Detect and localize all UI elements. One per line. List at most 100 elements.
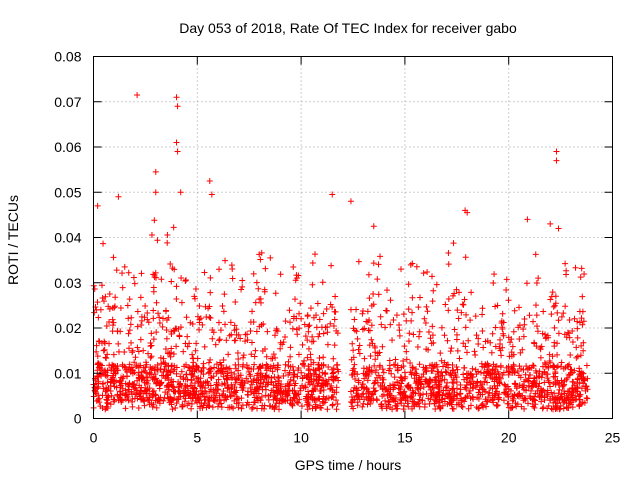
roti-point xyxy=(578,342,585,349)
roti-point xyxy=(372,356,379,363)
roti-point xyxy=(508,349,515,356)
roti-point xyxy=(535,275,542,282)
roti-point xyxy=(520,366,527,373)
roti-point xyxy=(150,336,157,343)
roti-point xyxy=(174,103,181,110)
roti-point xyxy=(285,382,292,389)
roti-point xyxy=(566,361,573,368)
roti-point xyxy=(572,264,579,271)
roti-point xyxy=(242,338,249,345)
roti-point xyxy=(437,372,444,379)
roti-point xyxy=(293,398,300,405)
roti-point xyxy=(117,377,124,384)
roti-point xyxy=(544,375,551,382)
roti-point xyxy=(535,383,542,390)
roti-point xyxy=(111,368,118,375)
roti-point xyxy=(453,385,460,392)
roti-point xyxy=(323,305,330,312)
roti-point xyxy=(490,279,497,286)
roti-point xyxy=(444,337,451,344)
roti-point xyxy=(200,371,207,378)
roti-point xyxy=(573,344,580,351)
roti-point xyxy=(186,364,193,371)
roti-point xyxy=(243,362,250,369)
roti-point xyxy=(420,270,427,277)
roti-point xyxy=(475,389,482,396)
roti-point xyxy=(190,384,197,391)
roti-point xyxy=(555,330,562,337)
roti-point xyxy=(175,384,182,391)
roti-point xyxy=(257,397,264,404)
roti-point xyxy=(398,400,405,407)
roti-point xyxy=(374,374,381,381)
roti-point xyxy=(200,402,207,409)
roti-point xyxy=(529,401,536,408)
roti-point xyxy=(184,333,191,340)
roti-point xyxy=(304,388,311,395)
roti-point xyxy=(208,191,215,198)
roti-point xyxy=(304,374,311,381)
roti-point xyxy=(320,386,327,393)
roti-point xyxy=(237,335,244,342)
roti-point xyxy=(111,383,118,390)
roti-point xyxy=(559,383,566,390)
roti-point xyxy=(429,392,436,399)
roti-point xyxy=(516,363,523,370)
roti-point xyxy=(162,389,169,396)
roti-point xyxy=(292,296,299,303)
roti-point xyxy=(580,339,587,346)
roti-point xyxy=(200,365,207,372)
roti-point xyxy=(274,395,281,402)
roti-point xyxy=(352,376,358,383)
roti-point xyxy=(207,382,214,389)
roti-point xyxy=(568,399,575,406)
roti-point xyxy=(516,335,523,342)
roti-point xyxy=(567,366,574,373)
roti-point xyxy=(109,322,116,329)
roti-point xyxy=(115,348,122,355)
roti-point xyxy=(318,382,325,389)
roti-point xyxy=(581,270,588,277)
roti-point xyxy=(475,395,482,402)
roti-point xyxy=(321,399,328,406)
roti-point xyxy=(396,327,403,334)
roti-point xyxy=(488,349,495,356)
roti-point xyxy=(250,399,257,406)
roti-point xyxy=(442,368,449,375)
roti-point xyxy=(170,350,177,357)
roti-point xyxy=(159,315,166,322)
roti-point xyxy=(180,374,187,381)
roti-point xyxy=(153,299,160,306)
roti-point xyxy=(299,382,306,389)
roti-point xyxy=(225,351,232,358)
roti-point xyxy=(220,373,227,380)
roti-point xyxy=(420,384,427,391)
roti-point xyxy=(170,396,177,403)
roti-point xyxy=(414,384,421,391)
roti-point xyxy=(511,392,518,399)
roti-point xyxy=(121,263,128,270)
roti-point xyxy=(532,367,539,374)
roti-point xyxy=(309,260,316,267)
roti-point xyxy=(239,382,246,389)
roti-point xyxy=(159,323,166,330)
roti-point xyxy=(103,386,110,393)
roti-point xyxy=(287,396,294,403)
roti-point xyxy=(323,380,330,387)
roti-point xyxy=(353,306,360,313)
roti-point xyxy=(584,375,591,382)
roti-point xyxy=(372,369,379,376)
roti-point xyxy=(212,341,219,348)
roti-point xyxy=(104,372,111,379)
roti-point xyxy=(430,287,437,294)
roti-point xyxy=(106,291,113,298)
roti-point xyxy=(458,309,465,316)
roti-point xyxy=(532,251,539,258)
roti-point xyxy=(134,308,141,315)
roti-point xyxy=(424,308,431,315)
roti-point xyxy=(121,349,128,356)
roti-point xyxy=(144,380,151,387)
roti-point xyxy=(438,324,445,331)
roti-point xyxy=(418,374,425,380)
roti-point xyxy=(248,339,255,346)
